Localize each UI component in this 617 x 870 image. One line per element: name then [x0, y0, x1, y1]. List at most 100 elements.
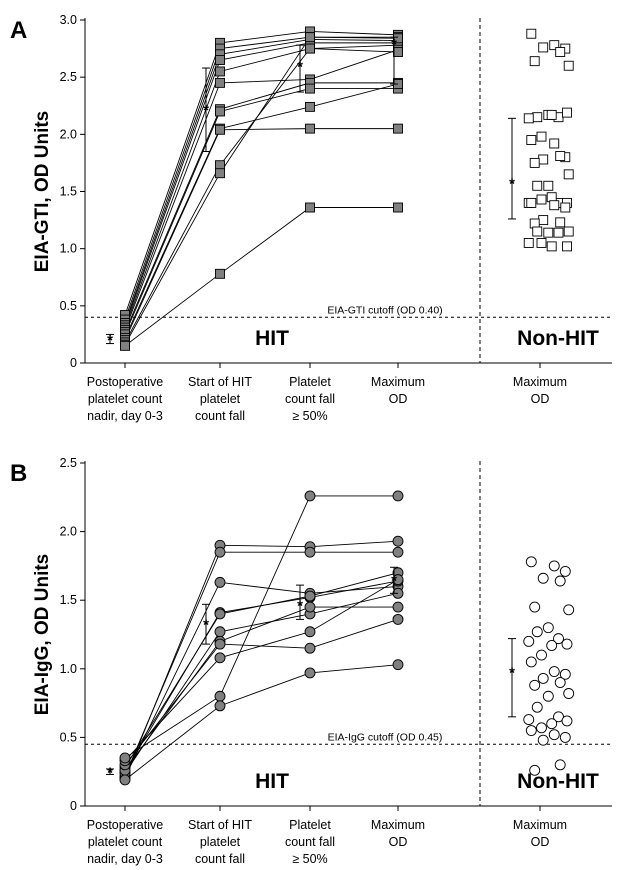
- y-tick-label: 1.0: [60, 242, 77, 256]
- hit-data-point: [304, 590, 316, 602]
- hit-data-point: [392, 659, 404, 671]
- category-label: Maximum: [513, 818, 567, 832]
- non-hit-data-point: [532, 180, 543, 191]
- hit-data-point: [305, 32, 315, 43]
- panel-B: B EIA-IgG, OD Units 0 0.5 1.0 1.5 2.0 2.5 Postop…: [10, 456, 612, 866]
- non-hit-data-point: [560, 202, 571, 213]
- hit-data-point: [214, 626, 226, 638]
- non-hit-data-point: [559, 668, 571, 680]
- non-hit-data-point: [548, 666, 560, 677]
- non-hit-data-point: [561, 638, 573, 650]
- non-hit-data-point: [529, 601, 541, 613]
- hit-data-point: [393, 202, 403, 213]
- hit-data-point: [119, 752, 131, 764]
- y-tick-label: 2.0: [60, 525, 77, 539]
- hit-data-point: [215, 268, 225, 279]
- category-label: count fall: [195, 852, 245, 866]
- category-label: OD: [531, 835, 550, 849]
- non-hit-data-point: [548, 729, 560, 741]
- non-hit-data-point: [555, 151, 566, 162]
- non-hit-data-point: [523, 113, 534, 124]
- category-label: ≥ 50%: [292, 852, 327, 866]
- non-hit-data-point: [548, 560, 560, 572]
- hit-mean-sd-mean-marker: *: [107, 765, 113, 782]
- hit-data-point: [214, 690, 226, 702]
- category-label: count fall: [195, 409, 245, 423]
- patient-line: [124, 128, 398, 341]
- non-hit-data-point: [546, 241, 557, 252]
- hit-data-point: [392, 535, 404, 547]
- non-hit-data-point: [536, 722, 547, 734]
- non-hit-data-point: [536, 649, 547, 661]
- patient-line: [124, 581, 399, 778]
- non-hit-data-point: [559, 565, 571, 577]
- hit-data-point: [392, 613, 404, 625]
- patient-line: [124, 592, 399, 774]
- non-hit-mean-sd-mean-marker: *: [509, 665, 515, 682]
- non-hit-data-point: [538, 154, 549, 165]
- category-label: platelet: [200, 392, 241, 406]
- y-axis-label: EIA-IgG, OD Units: [32, 554, 53, 716]
- patient-line: [124, 606, 398, 771]
- patient-line: [124, 495, 398, 759]
- patient-line: [124, 207, 398, 347]
- non-hit-data-point: [555, 47, 566, 57]
- hit-data-point: [305, 123, 315, 134]
- category-label: ≥ 50%: [292, 409, 327, 423]
- non-hit-data-point: [536, 237, 547, 248]
- hit-data-point: [304, 546, 316, 558]
- non-hit-data-point: [536, 194, 547, 205]
- y-axis-label: EIA-GTI, OD Units: [32, 111, 53, 273]
- hit-data-point: [215, 106, 225, 117]
- non-hit-data-point: [561, 715, 573, 727]
- hit-data-point: [120, 340, 130, 351]
- category-label: count fall: [285, 392, 335, 406]
- non-hit-data-point: [543, 180, 554, 191]
- non-hit-data-point: [562, 241, 572, 252]
- y-tick-label: 0.5: [60, 299, 77, 313]
- non-hit-data-point: [525, 656, 537, 668]
- non-hit-data-point: [546, 640, 558, 651]
- non-hit-data-point: [526, 197, 537, 208]
- non-hit-data-point: [542, 690, 554, 702]
- hit-data-point: [304, 490, 316, 502]
- non-hit-data-point: [537, 572, 549, 584]
- non-hit-data-point: [536, 131, 547, 142]
- non-hit-data-point: [549, 40, 560, 51]
- patient-line: [124, 49, 399, 331]
- y-tick-label: 1.5: [60, 593, 77, 607]
- patient-line: [124, 618, 399, 766]
- hit-mean-sd-mean-marker: *: [107, 332, 113, 349]
- hit-mean-sd-mean-marker: *: [391, 36, 397, 53]
- hit-data-point: [214, 608, 226, 620]
- hit-data-point: [215, 124, 225, 135]
- category-label: nadir, day 0-3: [87, 852, 163, 866]
- non-hit-data-point: [531, 701, 543, 713]
- hit-mean-sd-mean-marker: *: [203, 102, 209, 119]
- non-hit-data-point: [531, 626, 543, 638]
- cutoff-label: EIA-GTI cutoff (OD 0.40): [327, 304, 442, 316]
- non-hit-mean-sd-mean-marker: *: [509, 175, 515, 192]
- non-hit-data-point: [553, 227, 564, 238]
- category-label: Platelet: [289, 375, 331, 389]
- non-hit-data-point: [563, 226, 574, 237]
- y-tick-label: 0: [70, 799, 77, 813]
- hit-data-point: [305, 202, 315, 213]
- patient-line: [124, 48, 399, 343]
- hit-data-point: [214, 700, 226, 712]
- patient-line: [124, 572, 399, 768]
- hit-data-point: [392, 574, 404, 586]
- non-hit-data-point: [549, 138, 560, 149]
- hit-data-point: [392, 601, 404, 613]
- non-hit-data-point: [523, 714, 535, 726]
- patient-line: [124, 664, 399, 781]
- non-hit-data-point: [543, 227, 554, 238]
- hit-data-point: [119, 774, 131, 786]
- non-hit-data-point: [542, 622, 554, 634]
- non-hit-data-point: [525, 556, 537, 568]
- non-hit-data-point: [559, 731, 571, 743]
- patient-line: [124, 82, 398, 333]
- y-tick-label: 0.5: [60, 730, 77, 744]
- hit-data-point: [304, 601, 316, 613]
- non-hit-data-point: [537, 734, 549, 746]
